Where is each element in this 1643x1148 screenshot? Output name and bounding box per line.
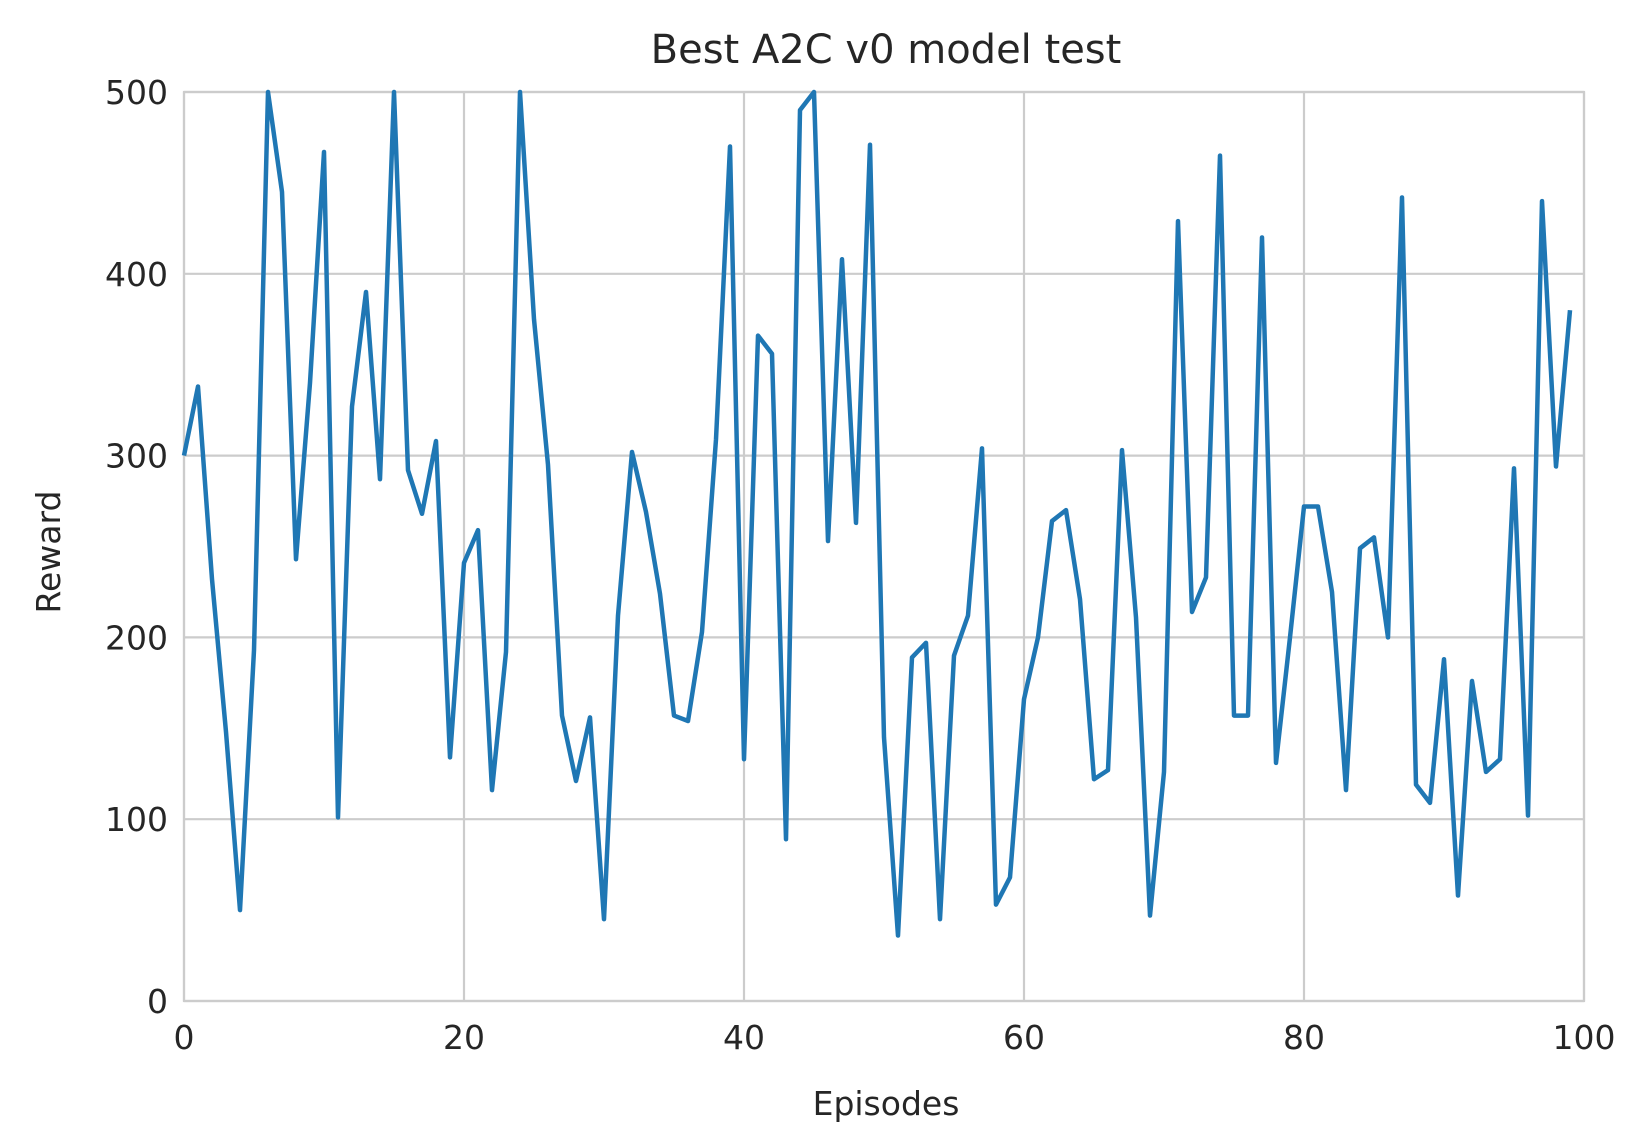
y-axis-label: Reward	[29, 491, 68, 614]
y-tick-label: 500	[105, 73, 168, 112]
chart-title: Best A2C v0 model test	[651, 27, 1122, 73]
tick-labels: 0 20 40 60 80 100 0 100 200 300 400 500	[105, 73, 1616, 1057]
y-tick-label: 0	[147, 982, 168, 1021]
x-tick-label: 40	[723, 1018, 765, 1057]
y-tick-label: 100	[105, 800, 168, 839]
plot-frame	[182, 90, 1586, 1003]
x-tick-label: 100	[1553, 1018, 1616, 1057]
x-tick-label: 0	[174, 1018, 195, 1057]
reward-series-line	[181, 89, 1573, 938]
y-tick-label: 200	[105, 618, 168, 657]
x-tick-label: 80	[1283, 1018, 1325, 1057]
x-tick-label: 20	[443, 1018, 485, 1057]
x-axis-label: Episodes	[813, 1084, 960, 1123]
x-tick-label: 60	[1003, 1018, 1045, 1057]
y-tick-label: 400	[105, 255, 168, 294]
y-tick-label: 300	[105, 437, 168, 476]
